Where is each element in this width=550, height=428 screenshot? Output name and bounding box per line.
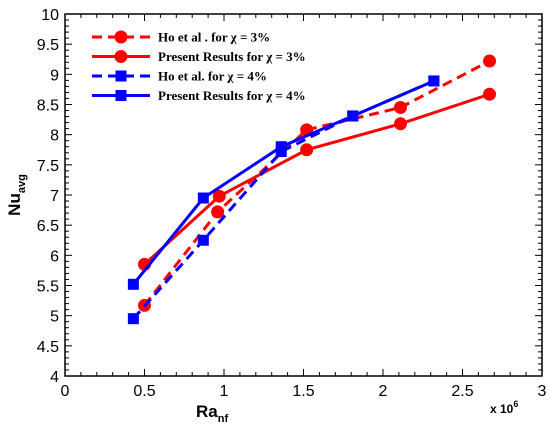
legend-entry-1: Ho et al . for χ = 3% — [92, 30, 270, 45]
x-tick-label: 2 — [379, 383, 388, 400]
x-tick-label: 0.5 — [133, 383, 155, 400]
x-tick-label: 3 — [538, 383, 547, 400]
legend-marker — [114, 30, 128, 44]
y-tick-label: 10 — [41, 7, 59, 24]
data-point — [127, 278, 139, 290]
y-tick-label: 5 — [50, 309, 59, 326]
data-point — [300, 143, 314, 157]
legend-marker — [115, 70, 127, 82]
y-tick-label: 4 — [50, 369, 59, 386]
y-tick-label: 4.5 — [37, 339, 59, 356]
data-point — [483, 87, 497, 101]
x-tick-labels: 0 0.5 1 1.5 2 2.5 3 — [61, 383, 547, 400]
data-point — [347, 110, 359, 122]
data-point — [393, 101, 407, 115]
legend-label: Present Results for χ = 3% — [158, 49, 306, 64]
y-tick-label: 9 — [50, 67, 59, 84]
legend: Ho et al . for χ = 3% Present Results for… — [92, 30, 306, 103]
legend-entry-2: Present Results for χ = 3% — [92, 49, 306, 64]
x-axis-multiplier: x 106 — [490, 399, 518, 416]
legend-entry-4: Present Results for χ = 4% — [92, 88, 306, 103]
plot-frame — [64, 13, 543, 377]
series-line — [143, 59, 491, 307]
y-tick-label: 9.5 — [37, 37, 59, 54]
series-2 — [138, 87, 497, 271]
y-tick-label: 6.5 — [37, 218, 59, 235]
y-tick-label: 8 — [50, 128, 59, 145]
data-point — [212, 189, 226, 203]
series-4 — [127, 75, 440, 290]
data-point — [275, 141, 287, 153]
y-tick-label: 8.5 — [37, 98, 59, 115]
data-point — [393, 117, 407, 131]
data-point — [197, 192, 209, 204]
y-tick-label: 5.5 — [37, 279, 59, 296]
data-point — [197, 234, 209, 246]
x-tick-label: 2.5 — [451, 383, 473, 400]
legend-label: Ho et al. for χ = 4% — [158, 69, 267, 84]
x-tick-label: 1 — [220, 383, 229, 400]
legend-marker — [114, 50, 128, 63]
data-point — [483, 54, 497, 68]
y-tick-label: 7.5 — [37, 158, 59, 175]
legend-label: Present Results for χ = 4% — [158, 88, 306, 103]
y-axis-label: Nuavg — [5, 174, 28, 216]
data-point — [428, 75, 440, 87]
data-point — [127, 313, 139, 325]
x-axis-label: Ranf — [196, 402, 228, 425]
legend-entry-3: Ho et al. for χ = 4% — [92, 69, 267, 84]
x-tick-label: 1.5 — [292, 383, 314, 400]
series-layer — [127, 54, 497, 325]
y-tick-labels: 4 4.5 5 5.5 6 6.5 7 7.5 8 8.5 9 9.5 10 — [37, 7, 59, 386]
data-point — [211, 205, 225, 219]
legend-label: Ho et al . for χ = 3% — [158, 30, 270, 45]
legend-marker — [115, 90, 127, 101]
x-tick-label: 0 — [61, 383, 70, 400]
series-line — [132, 79, 435, 320]
y-tick-label: 6 — [50, 248, 59, 265]
y-tick-label: 7 — [50, 188, 59, 205]
